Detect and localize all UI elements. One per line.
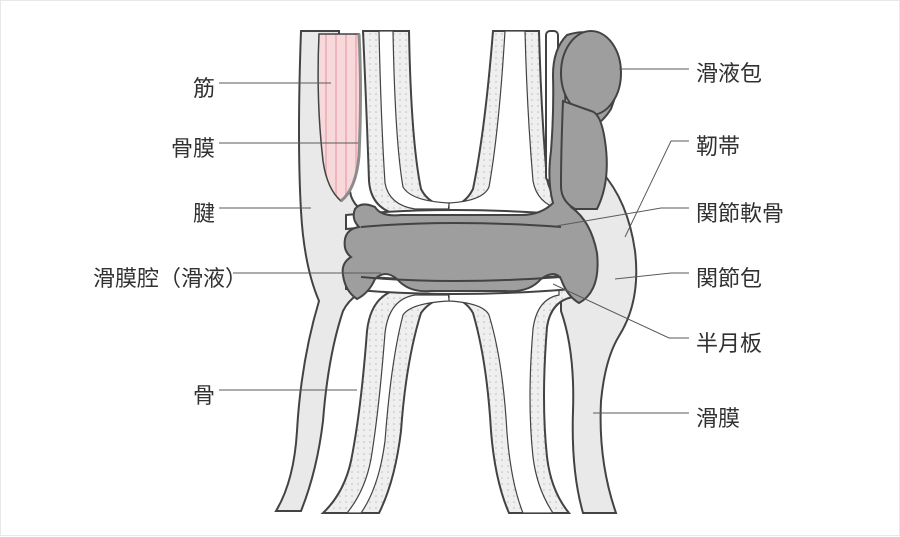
label-tendon: 腱 <box>193 196 215 228</box>
label-bone: 骨 <box>193 378 215 410</box>
label-bursa: 滑液包 <box>696 56 762 88</box>
label-articular-cartilage: 関節軟骨 <box>696 196 784 228</box>
label-muscle: 筋 <box>193 71 215 103</box>
label-joint-capsule: 関節包 <box>696 261 762 293</box>
label-synovial-membrane: 滑膜 <box>696 401 740 433</box>
label-synovial-cavity: 滑膜腔（滑液） <box>93 261 247 293</box>
label-periosteum: 骨膜 <box>171 131 215 163</box>
label-meniscus: 半月板 <box>696 326 762 358</box>
joint-anatomy-diagram: { "diagram": { "type": "anatomical-cross… <box>0 0 900 536</box>
bursa <box>561 31 621 115</box>
label-ligament: 靭帯 <box>696 129 740 161</box>
